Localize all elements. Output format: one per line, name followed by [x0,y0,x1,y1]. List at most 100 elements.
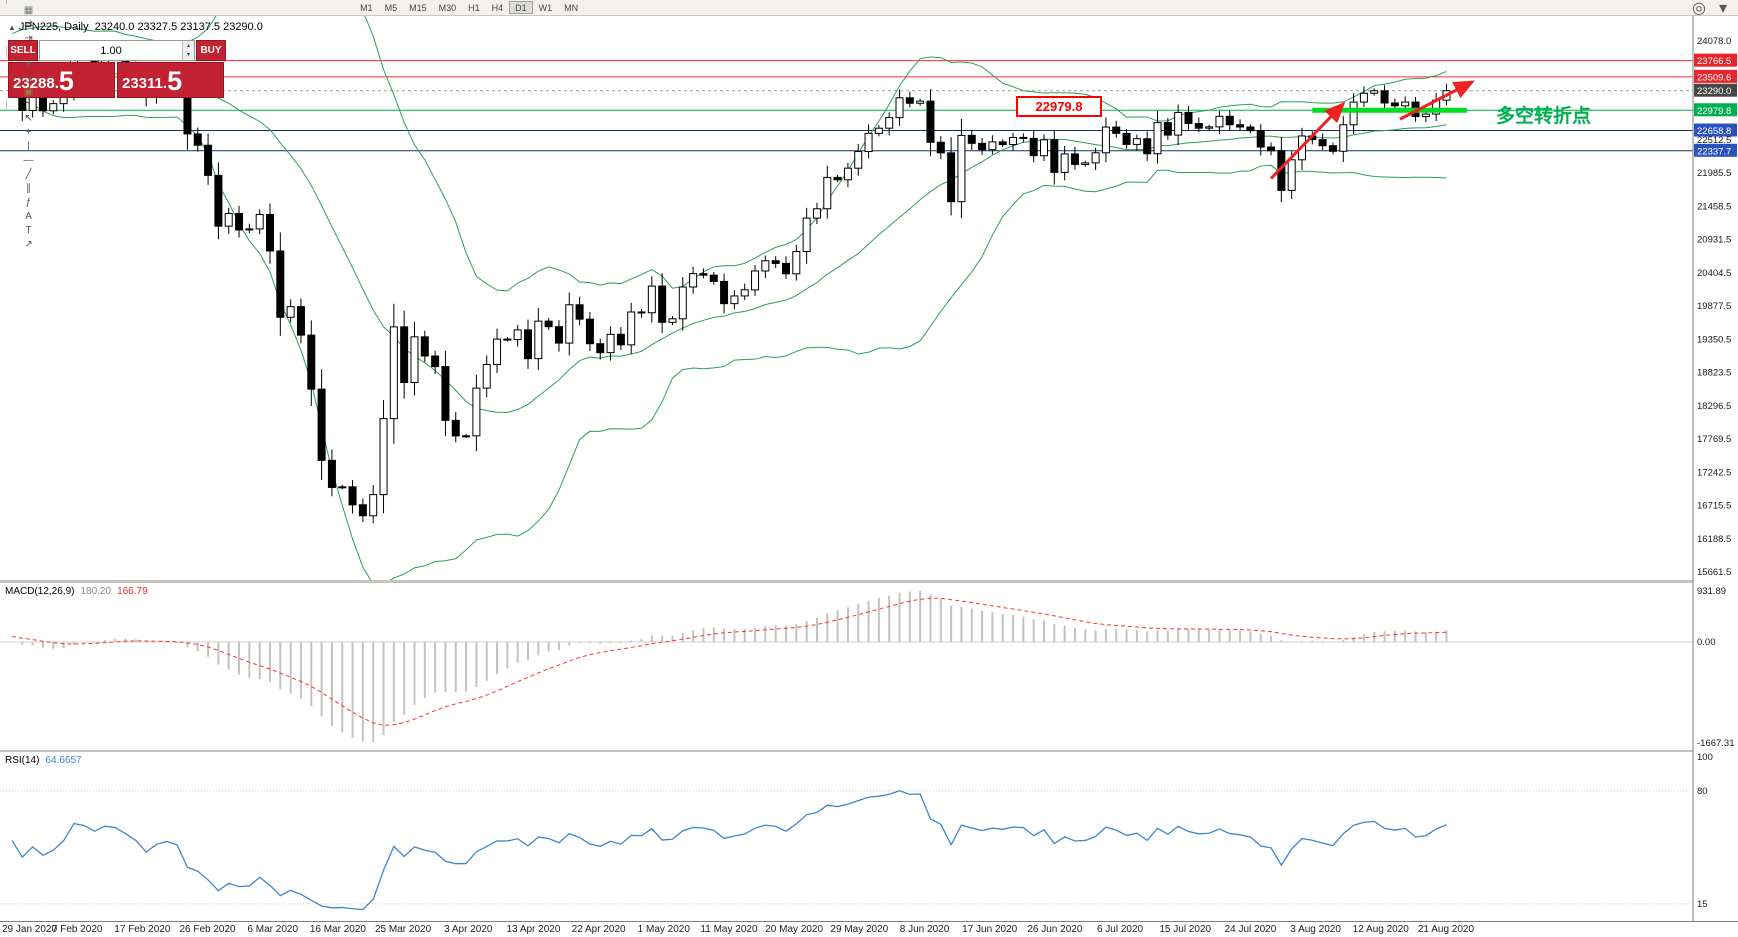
macd-panel[interactable] [0,591,1693,742]
date-label: 3 Aug 2020 [1290,924,1341,935]
support-line-1-badge [1694,123,1737,137]
support-line-1-badge-label: 22658.8 [1697,126,1731,137]
volume-up-icon[interactable]: ▴ [183,41,194,51]
resistance-line-1-badge [1694,53,1737,67]
trend-arrow-2[interactable] [1399,80,1475,121]
macd-signal-value: 166.79 [117,586,148,597]
timeframe-m1-button[interactable]: M1 [360,2,373,13]
trend-arrow-1[interactable] [1269,101,1346,180]
chart-shift-icon-glyph-icon: ⇥ [24,32,33,44]
arrows-tool-icon-glyph-icon: ↗ [24,238,33,250]
timeframe-h1-button[interactable]: H1 [468,2,480,13]
bollinger-middle-band [11,63,1447,413]
date-label: 3 Apr 2020 [444,924,493,935]
toolbar-separator [6,45,7,58]
volume-down-icon[interactable]: ▾ [183,50,194,60]
date-label: 24 Jul 2020 [1224,924,1277,935]
panel-splitter[interactable] [0,750,1738,752]
resistance-line-1-badge-label: 23766.5 [1697,56,1731,67]
price-tick-label: 19877.5 [1697,301,1731,312]
price-tick-label: 15661.5 [1697,567,1731,578]
time-axis[interactable]: 29 Jan 2020 7 Feb 2020 17 Feb 2020 26 Feb 2… [0,921,1738,937]
toolbar-more-icon[interactable]: ▾ [1718,0,1728,17]
fibonacci-icon[interactable]: ƒ [3,196,54,210]
rsi-name: RSI(14) [5,755,40,766]
price-tick-label: 20931.5 [1697,235,1731,246]
main-price-panel[interactable] [0,16,1693,584]
price-tick-label: 22512.5 [1697,135,1731,146]
date-label: 11 May 2020 [700,924,758,935]
sell-price-big-digit: 5 [58,66,74,96]
crosshair-icon[interactable]: + [3,126,54,140]
date-label: 26 Feb 2020 [179,924,236,935]
label-icon[interactable]: T [3,224,54,238]
macd-name: MACD(12,26,9) [5,586,75,597]
panel-splitter[interactable] [0,580,1738,583]
cursor-icon[interactable]: ↖ [3,112,54,126]
bollinger-upper-band [11,16,1447,292]
tile-windows-icon-glyph-icon: ▦ [23,4,34,16]
price-tick-label: 21458.5 [1697,201,1731,212]
chart-marker-icon: ▲ [8,23,16,32]
one-click-trading-panel: SELL ▴ ▾ BUY 23288.5 23311.5 [8,40,226,98]
buy-price[interactable]: 23311. 5 [117,62,224,98]
rsi-panel[interactable] [0,790,1693,911]
ohlc-readout: 23240.0 23327.5 23137.5 23290.0 [94,21,263,33]
date-label: 21 Aug 2020 [1417,924,1475,935]
timeframe-m30-button[interactable]: M30 [438,2,457,13]
price-tick-label: 18296.5 [1697,401,1731,412]
current-price-badge [1694,83,1737,97]
sell-button[interactable]: SELL [8,40,38,61]
trendline-icon[interactable]: ╱ [3,168,54,182]
rsi-indicator-label: RSI(14) 64.6657 [5,755,82,766]
price-tick-label: 17242.5 [1697,467,1731,478]
price-tick-label: 21985.5 [1697,168,1731,179]
tile-windows-icon[interactable]: ▦ [3,4,54,18]
templates-icon[interactable]: ▣ [3,86,54,100]
arrows-tool-icon[interactable]: ↗ [3,238,54,252]
price-tick-label: 16188.5 [1697,534,1731,545]
support-line-2-badge-label: 22337.7 [1697,146,1731,157]
date-label: 17 Feb 2020 [114,924,171,935]
auto-scroll-icon-glyph-icon: ⇉ [24,18,33,30]
chart-shift-icon[interactable]: ⇥ [3,32,54,46]
auto-scroll-icon[interactable]: ⇉ [3,18,54,32]
symbol-search-icon[interactable]: ◎ [1692,0,1706,17]
periods-icon-glyph-icon: ◷ [24,72,33,84]
pivot-line-green-badge [1694,103,1737,117]
price-tick-label: 16715.5 [1697,501,1731,512]
indicators-icon[interactable]: + [3,58,54,72]
symbol-name: JPN225, Daily [18,21,89,33]
volume-input[interactable] [40,41,182,60]
periods-icon[interactable]: ◷ [3,72,54,86]
rsi-axis-label: 80 [1697,786,1708,797]
date-label: 15 Jul 2020 [1159,924,1212,935]
timeframe-d1-button[interactable]: D1 [509,1,533,14]
text-icon-glyph-icon: A [25,210,32,222]
buy-button[interactable]: BUY [196,40,226,61]
rsi-axis-label: 100 [1697,752,1713,763]
candles-series [8,42,1451,524]
date-label: 6 Jul 2020 [1096,924,1144,935]
timeframe-h4-button[interactable]: H4 [491,2,504,13]
price-chart-canvas[interactable]: 24078.0 22512.5 21985.5 21458.5 20931.5 20404… [0,16,1738,921]
timeframe-m5-button[interactable]: M5 [384,2,398,13]
macd-indicator-label: MACD(12,26,9) 180.20 166.79 [5,586,148,597]
timeframe-w1-button[interactable]: W1 [538,2,553,13]
support-line-2-badge [1694,143,1737,157]
sell-price[interactable]: 23288. 5 [8,62,115,98]
buy-price-main: 23311. [122,75,168,93]
timeframe-m15-button[interactable]: M15 [409,2,427,13]
date-label: 8 Jun 2020 [899,924,950,935]
pivot-point-text-annotation[interactable]: 多空转折点 [1496,106,1592,127]
price-level-annotation[interactable]: 22979.8 [1016,96,1102,117]
text-icon[interactable]: A [3,210,54,224]
vertical-line-icon[interactable]: ∣ [3,140,54,154]
resistance-line-2-badge-label: 23509.6 [1697,72,1731,83]
timeframe-mn-button[interactable]: MN [564,2,579,13]
channel-icon[interactable]: ∥ [3,182,54,196]
current-price-badge-label: 23290.0 [1697,86,1731,97]
sell-price-main: 23288. [13,75,59,93]
fibonacci-icon-glyph-icon: ƒ [25,196,32,208]
horizontal-line-icon[interactable]: ― [3,154,54,168]
